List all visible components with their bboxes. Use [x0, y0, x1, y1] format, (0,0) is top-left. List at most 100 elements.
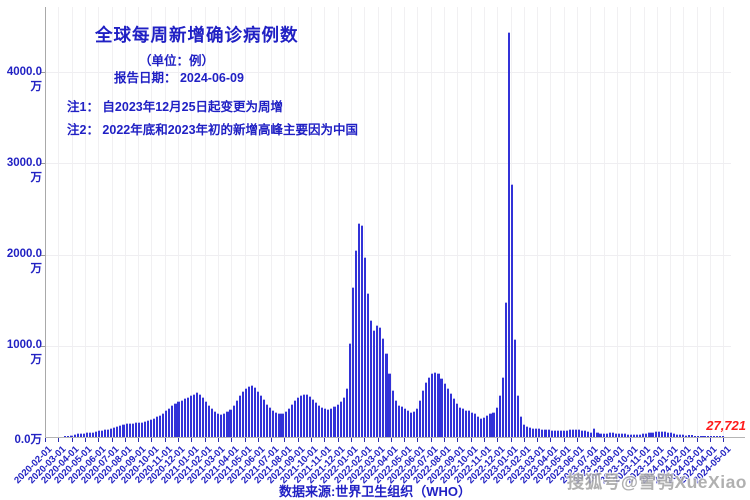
weekly-cases-bar — [513, 338, 516, 437]
weekly-cases-bar — [312, 399, 315, 437]
x-axis-tick — [643, 438, 645, 442]
weekly-cases-bar — [510, 184, 513, 437]
weekly-cases-bar — [269, 406, 272, 437]
weekly-cases-bar — [657, 430, 660, 437]
weekly-cases-bar — [70, 434, 73, 437]
weekly-cases-bar — [633, 433, 636, 437]
weekly-cases-bar — [440, 378, 443, 437]
weekly-cases-bar — [305, 394, 309, 437]
weekly-cases-bar — [697, 435, 700, 437]
month-gridline — [417, 7, 419, 437]
weekly-cases-bar — [550, 429, 553, 437]
weekly-cases-bar — [208, 404, 211, 437]
weekly-cases-bar — [131, 422, 134, 437]
month-gridline — [297, 7, 299, 437]
weekly-cases-bar — [519, 416, 523, 437]
weekly-cases-bar — [471, 411, 474, 437]
x-axis-tick — [404, 438, 406, 442]
weekly-cases-bar — [284, 410, 287, 437]
x-axis-tick — [630, 438, 632, 442]
x-axis-tick — [271, 438, 273, 442]
month-gridline — [284, 7, 286, 437]
month-gridline — [350, 7, 352, 437]
month-gridline — [231, 7, 233, 437]
weekly-cases-bar — [437, 373, 440, 437]
month-gridline — [630, 7, 632, 437]
weekly-cases-bar — [119, 424, 122, 437]
weekly-cases-bar — [529, 427, 532, 437]
value-gridline — [45, 163, 731, 165]
weekly-cases-bar — [669, 432, 672, 437]
month-gridline — [138, 7, 140, 437]
weekly-cases-bar — [281, 413, 284, 437]
month-gridline — [364, 7, 366, 437]
weekly-cases-bar — [168, 407, 171, 437]
weekly-cases-bar — [620, 433, 623, 437]
y-axis-tick — [41, 254, 45, 256]
weekly-cases-bar — [171, 404, 174, 437]
weekly-cases-bar — [250, 384, 253, 437]
x-axis-tick — [124, 438, 126, 442]
x-axis-tick — [603, 438, 605, 442]
x-axis-tick — [58, 438, 60, 442]
weekly-cases-bar — [134, 422, 137, 437]
weekly-cases-bar — [278, 413, 281, 437]
weekly-cases-bar — [455, 403, 458, 437]
month-gridline — [377, 7, 379, 437]
y-axis-label: 2000.0万 — [6, 248, 42, 276]
weekly-cases-bar — [400, 405, 403, 437]
weekly-cases-bar — [382, 337, 385, 437]
weekly-cases-bar — [394, 399, 397, 437]
weekly-cases-bar — [373, 329, 376, 437]
x-axis-tick — [178, 438, 179, 442]
month-gridline — [204, 7, 206, 437]
weekly-cases-bar — [272, 409, 275, 437]
weekly-cases-bar — [715, 436, 718, 437]
month-gridline — [523, 7, 525, 437]
weekly-cases-bar — [391, 389, 394, 437]
weekly-cases-bar — [679, 433, 682, 437]
weekly-cases-bar — [477, 415, 480, 437]
weekly-cases-bar — [195, 392, 198, 437]
weekly-cases-bar — [177, 400, 180, 437]
weekly-cases-bar — [229, 408, 232, 437]
weekly-cases-bar — [388, 373, 391, 437]
month-gridline — [643, 7, 645, 437]
y-axis-tick — [41, 72, 45, 74]
weekly-cases-bar — [712, 436, 715, 437]
weekly-cases-bar — [85, 432, 88, 437]
x-axis-tick — [324, 438, 326, 442]
weekly-cases-bar — [143, 421, 146, 437]
weekly-cases-bar — [538, 428, 541, 437]
weekly-cases-bar — [672, 432, 675, 437]
weekly-cases-bar — [376, 324, 379, 437]
x-axis-tick — [191, 438, 193, 442]
weekly-cases-bar — [217, 412, 220, 437]
month-gridline — [390, 7, 392, 437]
plot-area — [41, 7, 745, 442]
weekly-cases-bar — [260, 394, 263, 437]
weekly-cases-bar — [544, 428, 547, 437]
x-axis-tick — [390, 438, 392, 442]
weekly-cases-bar — [434, 371, 437, 437]
weekly-cases-bar — [703, 436, 706, 437]
month-gridline — [710, 7, 711, 437]
weekly-cases-bar — [700, 435, 703, 437]
month-gridline — [84, 7, 86, 437]
x-axis-tick — [364, 438, 366, 442]
weekly-cases-bar — [575, 428, 578, 437]
month-gridline — [311, 7, 312, 437]
weekly-cases-bar — [94, 431, 98, 437]
weekly-cases-bar — [648, 431, 651, 437]
weekly-cases-bar — [541, 428, 544, 437]
weekly-cases-bar — [201, 397, 205, 437]
month-gridline — [537, 7, 539, 437]
weekly-cases-bar — [523, 424, 526, 437]
weekly-cases-bar — [125, 423, 128, 437]
weekly-cases-bar — [675, 433, 679, 437]
weekly-cases-bar — [428, 376, 431, 437]
y-axis-line — [45, 7, 46, 438]
month-gridline — [696, 7, 698, 437]
month-gridline — [483, 7, 485, 437]
weekly-cases-bar — [241, 391, 244, 437]
